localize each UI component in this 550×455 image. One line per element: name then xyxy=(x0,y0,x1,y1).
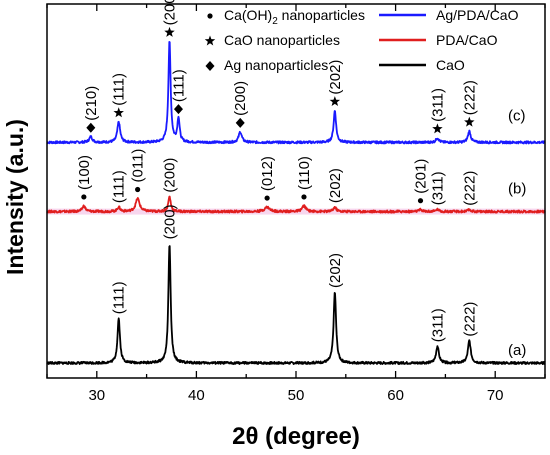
legend-label: CaO xyxy=(436,57,465,73)
diamond-marker-icon xyxy=(205,61,215,71)
y-axis-title: Intensity (a.u.) xyxy=(2,119,28,275)
series-line-ag-pda-cao xyxy=(46,41,546,145)
circle-marker-icon xyxy=(417,198,424,204)
peak-label: (311) xyxy=(429,88,446,122)
diamond-marker-icon xyxy=(86,122,96,133)
circle-marker-icon xyxy=(81,194,87,200)
peak-label: (110) xyxy=(296,156,313,190)
circle-marker-icon xyxy=(264,195,270,201)
peak-label: (100) xyxy=(76,155,93,190)
peak-label: (200) xyxy=(162,0,179,25)
x-tick-label: 40 xyxy=(188,387,205,404)
circle-marker-icon xyxy=(301,194,307,200)
peak-label: (222) xyxy=(461,171,478,206)
peak-label: (012) xyxy=(259,156,276,191)
diamond-marker-icon xyxy=(235,117,245,128)
peak-label: (222) xyxy=(461,302,478,337)
peak-label: (201) xyxy=(413,159,430,194)
star-marker-icon xyxy=(164,26,175,37)
series-tag-pda-cao: (b) xyxy=(508,181,526,198)
x-axis-title: 2θ (degree) xyxy=(232,423,360,450)
peak-label: (200) xyxy=(162,158,179,193)
peak-label: (311) xyxy=(429,308,446,342)
circle-marker-icon xyxy=(207,13,213,19)
legend-label: PDA/CaO xyxy=(436,32,498,48)
peak-label: (111) xyxy=(111,281,128,314)
peak-label: (200) xyxy=(162,204,179,239)
peak-label: (202) xyxy=(327,60,344,95)
star-marker-icon xyxy=(432,123,443,134)
x-tick-label: 70 xyxy=(487,387,504,404)
peak-label: (011) xyxy=(130,149,147,183)
peak-label: (200) xyxy=(232,81,249,116)
x-tick-label: 50 xyxy=(288,387,305,404)
diamond-marker-icon xyxy=(173,104,183,115)
star-marker-icon xyxy=(464,116,475,127)
peak-label: (202) xyxy=(327,168,344,203)
marker-legend-label: Ca(OH)2 nanoparticles xyxy=(224,7,365,27)
peak-label: (311) xyxy=(429,171,446,205)
x-tick-label: 30 xyxy=(88,387,105,404)
star-marker-icon xyxy=(329,96,341,107)
peak-label: (111) xyxy=(111,170,128,203)
peak-label: (222) xyxy=(461,80,478,115)
star-marker-icon xyxy=(113,107,124,118)
peak-label: (202) xyxy=(327,253,344,288)
marker-legend-label: CaO nanoparticles xyxy=(224,32,340,48)
x-tick-label: 60 xyxy=(387,387,404,404)
peak-label: (111) xyxy=(111,73,128,106)
series-line-pda-cao xyxy=(46,195,546,214)
circle-marker-icon xyxy=(135,186,141,193)
peak-label: (210) xyxy=(83,86,100,121)
series-tag-cao: (a) xyxy=(508,342,526,359)
series-tag-ag-pda-cao: (c) xyxy=(508,107,526,124)
marker-legend-label: Ag nanoparticles xyxy=(224,57,328,73)
peak-label: (111) xyxy=(171,69,188,102)
series-line-cao xyxy=(46,245,546,366)
star-marker-icon xyxy=(204,35,216,46)
legend-label: Ag/PDA/CaO xyxy=(436,7,519,23)
